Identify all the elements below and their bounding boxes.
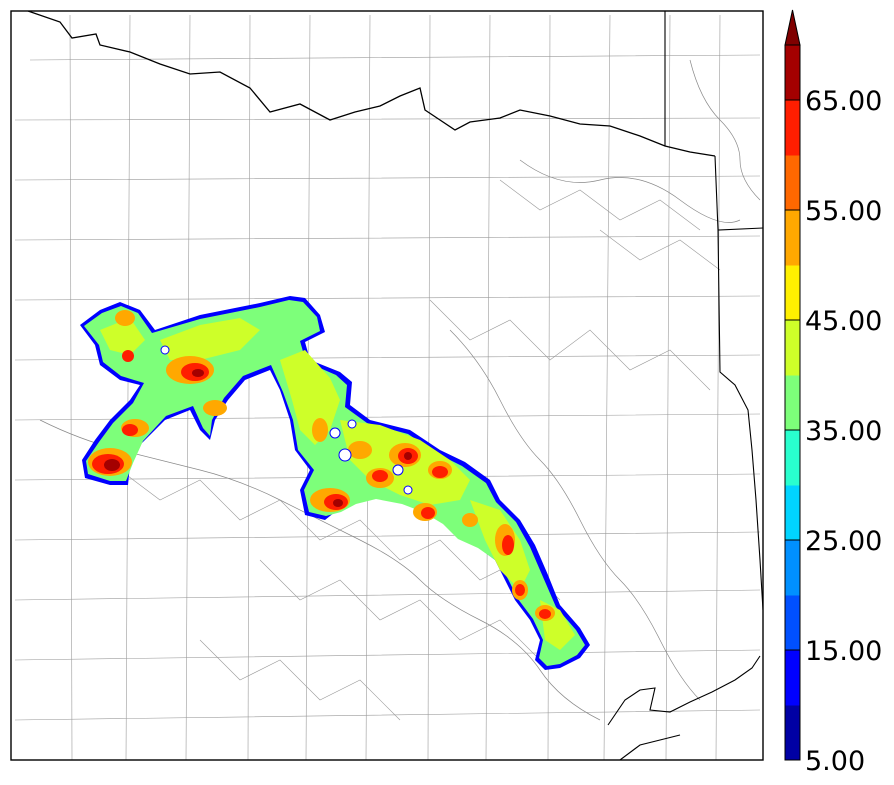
colorbar-extend-arrow	[784, 9, 801, 46]
map-panel	[11, 11, 763, 760]
colorbar-tick-label: 15.00	[805, 636, 882, 667]
colorbar-tick-label: 65.00	[805, 86, 882, 117]
colorbar-segment	[785, 595, 800, 651]
map-frame	[10, 10, 764, 761]
field-max	[104, 369, 412, 507]
colorbar-segment	[785, 100, 800, 156]
colorbar-tick-label: 55.00	[805, 196, 882, 227]
colorbar-segment	[785, 210, 800, 266]
colorbar-tick-label: 45.00	[805, 306, 882, 337]
field-gaps	[160, 345, 413, 495]
colorbar-segment	[785, 45, 800, 101]
river-lines	[39, 59, 761, 721]
colorbar-tick-label: 25.00	[805, 526, 882, 557]
coastline	[607, 655, 761, 760]
colorbar-segment	[785, 430, 800, 486]
colorbar-segment	[785, 375, 800, 431]
colorbar-segment	[785, 705, 800, 761]
colorbar-tick-label: 5.00	[805, 746, 865, 777]
colorbar-segment	[785, 320, 800, 376]
colorbar-segment	[785, 485, 800, 541]
colorbar-tick-label: 35.00	[805, 416, 882, 447]
field-body	[84, 300, 585, 666]
state-boundary-red-river	[27, 11, 716, 157]
colorbar-segment	[785, 265, 800, 321]
colorbar-segment	[785, 540, 800, 596]
colorbar-segment	[785, 155, 800, 211]
county-boundaries	[14, 14, 761, 760]
colorbar: 5.00 15.00 25.00 35.00 45.00 55.00 65.00	[784, 9, 882, 777]
colorbar-segment	[785, 650, 800, 706]
precipitation-field	[80, 296, 590, 670]
state-boundary-tx-la	[714, 155, 763, 611]
